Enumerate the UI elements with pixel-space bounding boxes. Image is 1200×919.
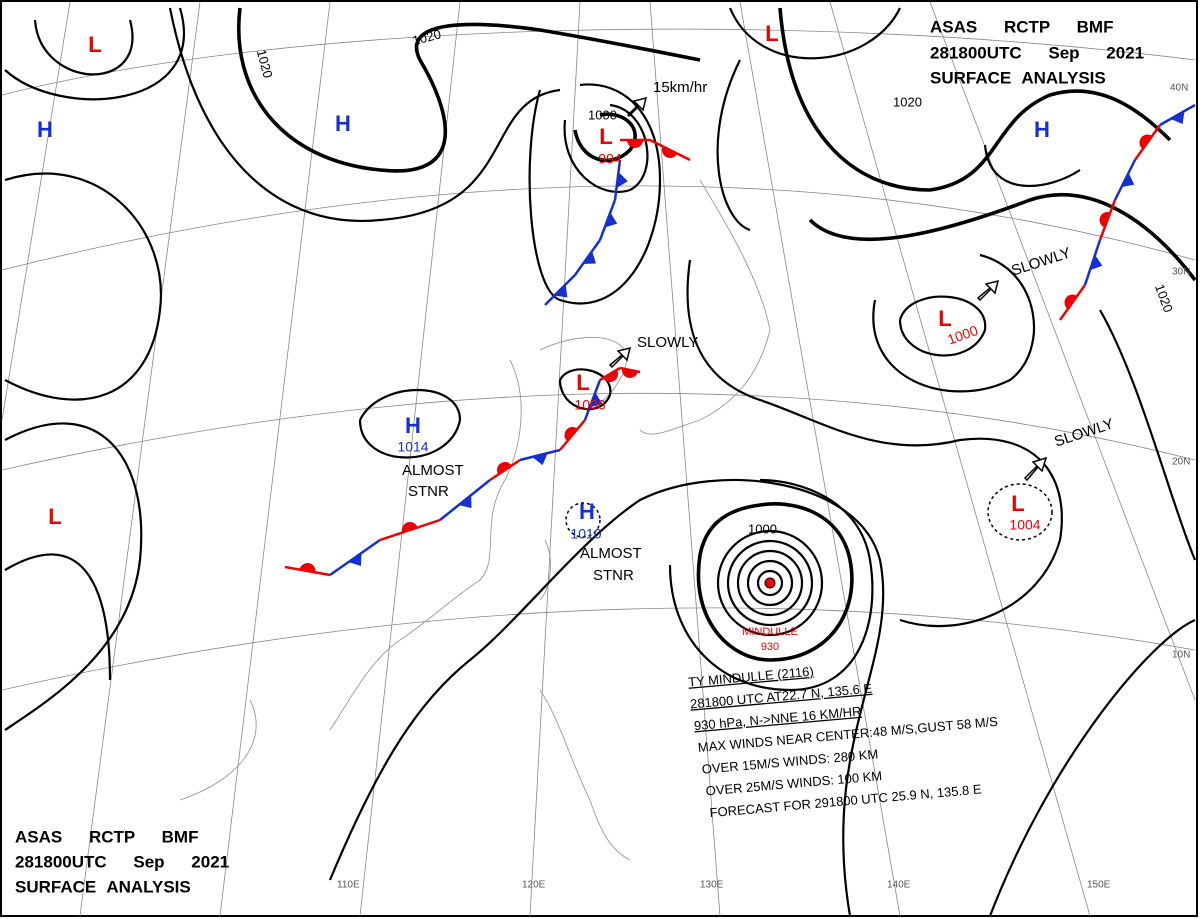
header-line: 281800UTC Sep 2021 bbox=[930, 43, 1144, 62]
motion-label: ALMOST bbox=[580, 545, 642, 562]
high-symbol: H bbox=[579, 499, 595, 524]
fronts bbox=[284, 103, 1196, 577]
lon-label: 150E bbox=[1087, 880, 1111, 891]
motion-label: STNR bbox=[593, 567, 634, 584]
center-pressure: 1004 bbox=[1009, 517, 1040, 533]
isobar-label: 1020 bbox=[893, 94, 922, 109]
high-symbol: H bbox=[37, 117, 53, 142]
front-part bbox=[616, 172, 628, 188]
front-part bbox=[1064, 294, 1078, 310]
front-part bbox=[1083, 239, 1102, 286]
low-symbol: L bbox=[765, 21, 778, 46]
center-pressure: 1010 bbox=[570, 526, 601, 542]
coastline bbox=[179, 179, 771, 861]
front-part bbox=[1121, 172, 1135, 188]
front-part bbox=[458, 495, 472, 509]
header-line: 281800UTC Sep 2021 bbox=[15, 852, 229, 871]
lon-label: 110E bbox=[337, 880, 360, 891]
motion-label: SLOWLY bbox=[637, 334, 698, 351]
front-part bbox=[662, 146, 678, 158]
header-line: ASAS RCTP BMF bbox=[930, 17, 1113, 36]
isobar-label: 1000 bbox=[748, 521, 777, 536]
isobar-label: 1000 bbox=[588, 107, 617, 122]
lon-label: 140E bbox=[887, 880, 911, 891]
isobar-label: 1020 bbox=[254, 48, 276, 80]
high-symbol: H bbox=[405, 413, 421, 438]
low-symbol: L bbox=[1011, 491, 1024, 516]
lon-label: 120E bbox=[522, 880, 546, 891]
center-pressure: 1006 bbox=[574, 397, 605, 413]
front-part bbox=[1139, 134, 1153, 150]
lat-label: 40N bbox=[1170, 83, 1188, 94]
front-part bbox=[401, 521, 418, 533]
lat-label: 30N bbox=[1172, 267, 1190, 278]
front-part bbox=[589, 392, 603, 408]
isobars bbox=[4, 7, 1197, 917]
high-symbol: H bbox=[335, 111, 351, 136]
isobar-label: 1020 bbox=[411, 26, 443, 48]
low-symbol: L bbox=[88, 32, 101, 57]
front-part bbox=[1089, 254, 1103, 271]
low-symbol: L bbox=[599, 124, 612, 149]
lon-label: 130E bbox=[700, 880, 724, 891]
motion-label: 15km/hr bbox=[653, 79, 707, 96]
low-symbol: L bbox=[48, 504, 61, 529]
front-part bbox=[604, 212, 618, 228]
motion-label: STNR bbox=[408, 483, 449, 500]
front-part bbox=[603, 369, 618, 382]
motion-label: ALMOST bbox=[402, 462, 464, 479]
front-part bbox=[564, 427, 578, 442]
front-part bbox=[627, 140, 643, 148]
header-line: SURFACE ANALYSIS bbox=[930, 68, 1106, 87]
center-pressure: 1014 bbox=[397, 439, 428, 455]
front-part bbox=[554, 284, 568, 298]
typhoon-pressure: 930 bbox=[761, 641, 779, 653]
typhoon-name: MINDULLE bbox=[742, 626, 798, 638]
front-part bbox=[299, 563, 316, 573]
high-symbol: H bbox=[1034, 117, 1050, 142]
low-symbol: L bbox=[576, 370, 589, 395]
front-part bbox=[1170, 111, 1185, 125]
front-part bbox=[532, 453, 548, 466]
low-symbol: L bbox=[938, 306, 951, 331]
motion-arrows bbox=[608, 96, 1048, 482]
front-part bbox=[497, 462, 512, 475]
lat-label: 10N bbox=[1172, 650, 1190, 661]
header-line: SURFACE ANALYSIS bbox=[15, 877, 191, 896]
front-part bbox=[621, 368, 638, 378]
lat-label: 20N bbox=[1172, 457, 1190, 468]
header-line: ASAS RCTP BMF bbox=[15, 827, 198, 846]
front-part bbox=[348, 552, 362, 567]
front-part bbox=[1099, 212, 1111, 228]
center-pressure: 994 bbox=[598, 151, 622, 167]
front-part bbox=[582, 250, 596, 265]
